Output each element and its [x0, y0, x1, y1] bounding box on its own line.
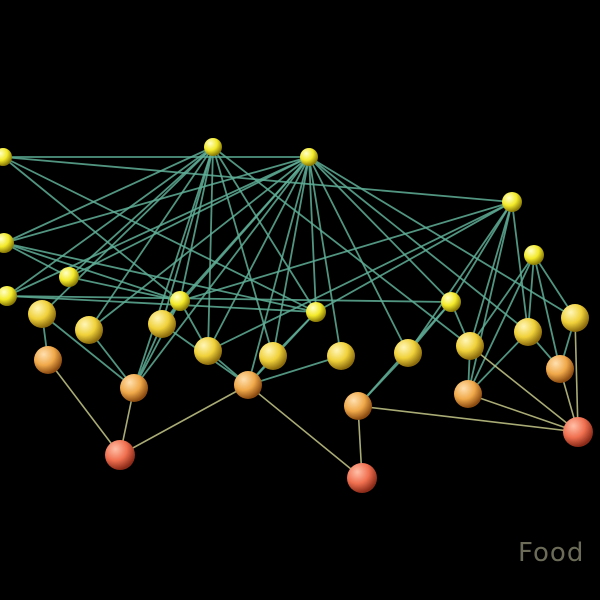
- food-web-link: [6, 156, 310, 297]
- food-web-link: [119, 384, 249, 456]
- food-web-link: [308, 156, 409, 354]
- species-node-top: [170, 291, 190, 311]
- food-web-link: [308, 156, 317, 313]
- food-web-link: [247, 355, 342, 386]
- species-node-bottom: [563, 417, 593, 447]
- food-web-link: [207, 156, 310, 352]
- species-node-mid: [259, 342, 287, 370]
- food-web-link: [212, 146, 471, 347]
- food-web-link: [179, 201, 513, 302]
- food-web-link: [2, 156, 317, 313]
- food-web-link: [207, 146, 214, 352]
- food-web-link: [308, 156, 342, 357]
- food-web-link: [3, 146, 214, 244]
- food-web-link: [68, 156, 310, 278]
- species-node-bottom: [105, 440, 135, 470]
- food-web-link: [469, 345, 579, 433]
- species-node-top: [502, 192, 522, 212]
- food-web-caption: Food: [518, 538, 585, 568]
- food-web-link: [88, 146, 214, 331]
- species-node-mid: [394, 339, 422, 367]
- food-web-link: [2, 156, 513, 203]
- food-web-link: [47, 359, 121, 456]
- species-node-mid: [456, 332, 484, 360]
- species-node-low: [34, 346, 62, 374]
- species-node-low: [234, 371, 262, 399]
- food-web-link: [212, 146, 317, 313]
- species-node-mid: [28, 300, 56, 328]
- food-web-species: [0, 138, 593, 493]
- food-web-link: [207, 201, 513, 352]
- food-web-link: [247, 384, 363, 479]
- species-node-low: [454, 380, 482, 408]
- species-node-mid: [75, 316, 103, 344]
- food-web-links: [2, 146, 579, 479]
- species-node-top: [524, 245, 544, 265]
- food-web-link: [68, 276, 181, 302]
- food-web-link: [574, 317, 579, 433]
- food-web-link: [2, 156, 181, 302]
- species-node-top: [0, 233, 14, 253]
- food-web-link: [467, 201, 513, 395]
- species-node-top: [300, 148, 318, 166]
- food-web-link: [133, 156, 310, 389]
- species-node-low: [120, 374, 148, 402]
- food-web-link: [88, 156, 310, 331]
- species-node-low: [344, 392, 372, 420]
- food-web-link: [6, 295, 317, 313]
- species-node-top: [59, 267, 79, 287]
- food-web-link: [68, 146, 214, 278]
- food-web-link: [357, 405, 579, 433]
- food-web-link: [315, 201, 513, 313]
- food-web-link: [450, 201, 513, 303]
- food-web-link: [3, 242, 181, 302]
- species-node-top: [441, 292, 461, 312]
- species-node-top: [204, 138, 222, 156]
- food-web-link: [3, 242, 70, 278]
- species-node-mid: [148, 310, 176, 338]
- species-node-mid: [561, 304, 589, 332]
- food-web-link: [467, 254, 535, 395]
- food-web-link: [179, 146, 214, 302]
- food-web-link: [3, 156, 310, 244]
- species-node-mid: [194, 337, 222, 365]
- species-node-bottom: [347, 463, 377, 493]
- food-web-link: [3, 242, 317, 313]
- food-web-link: [41, 313, 135, 389]
- species-node-top: [0, 286, 17, 306]
- food-web-link: [308, 156, 452, 303]
- food-web-link: [469, 201, 513, 347]
- food-web-link: [272, 156, 310, 357]
- food-web-link: [407, 201, 513, 354]
- species-node-mid: [514, 318, 542, 346]
- food-web-link: [533, 254, 561, 370]
- food-web-link: [467, 393, 579, 433]
- food-web-link: [161, 146, 214, 325]
- species-node-low: [546, 355, 574, 383]
- species-node-mid: [327, 342, 355, 370]
- food-web-link: [6, 146, 214, 297]
- food-web-link: [467, 331, 529, 395]
- food-web-link: [6, 295, 452, 303]
- food-web-link: [511, 201, 529, 333]
- species-node-top: [306, 302, 326, 322]
- food-web-link: [469, 254, 535, 347]
- species-node-top: [0, 148, 12, 166]
- food-web-link: [308, 156, 529, 333]
